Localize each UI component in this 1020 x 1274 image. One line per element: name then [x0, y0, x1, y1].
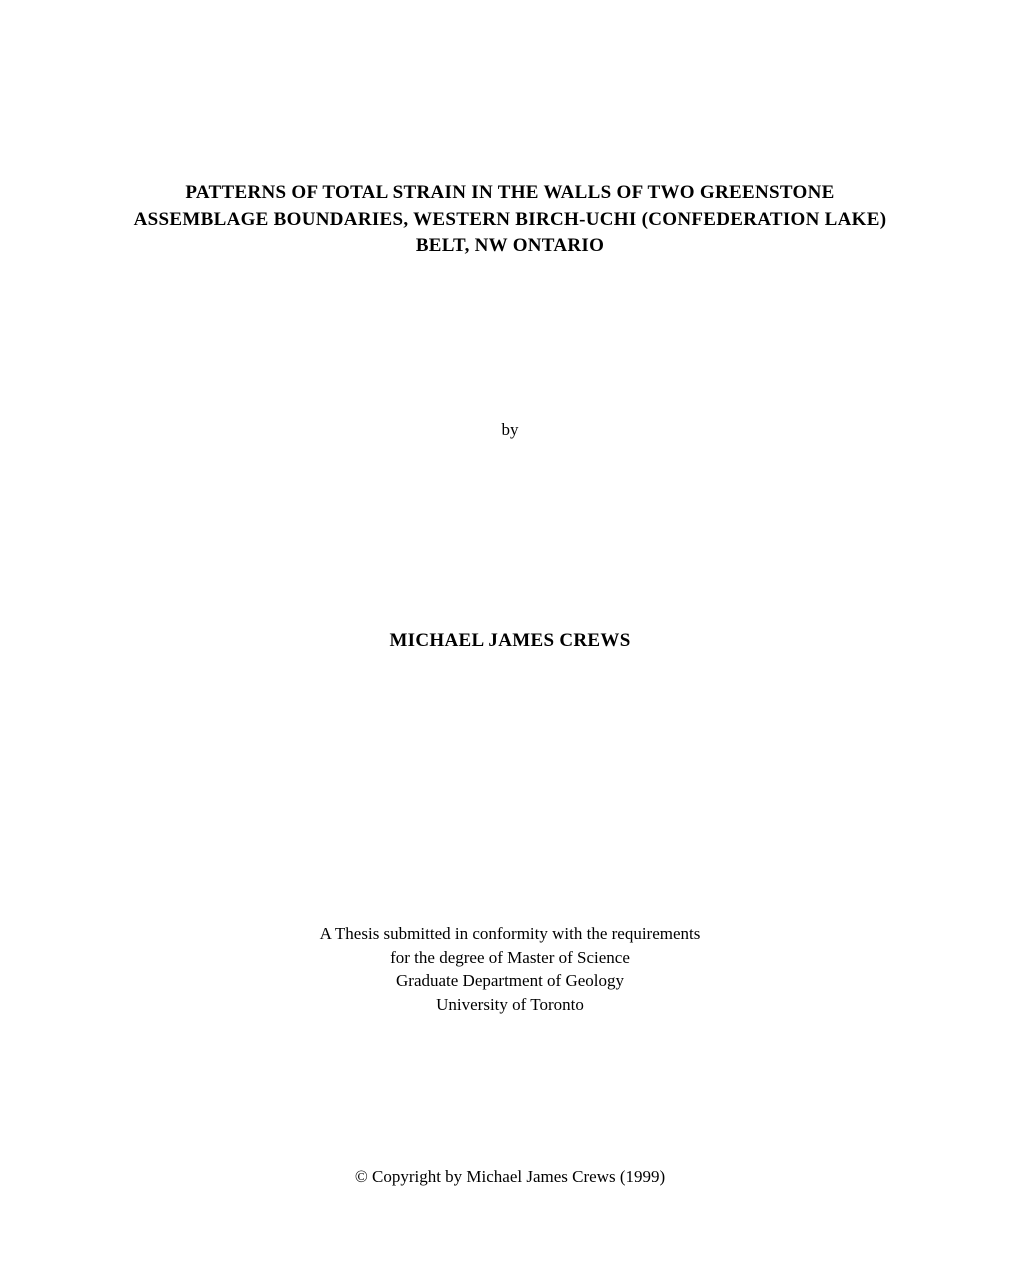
- copyright-notice: © Copyright by Michael James Crews (1999…: [120, 1167, 900, 1187]
- thesis-line-2: for the degree of Master of Science: [390, 948, 630, 967]
- title-line-1: PATTERNS OF TOTAL STRAIN IN THE WALLS OF…: [185, 182, 834, 203]
- title-line-3: BELT, NW ONTARIO: [416, 235, 604, 256]
- title-page: PATTERNS OF TOTAL STRAIN IN THE WALLS OF…: [0, 0, 1020, 1247]
- thesis-line-1: A Thesis submitted in conformity with th…: [320, 924, 701, 943]
- thesis-line-3: Graduate Department of Geology: [396, 971, 624, 990]
- title-line-2: ASSEMBLAGE BOUNDARIES, WESTERN BIRCH-UCH…: [134, 209, 887, 230]
- author-name: MICHAEL JAMES CREWS: [120, 630, 900, 652]
- by-label: by: [120, 420, 900, 440]
- thesis-submission-info: A Thesis submitted in conformity with th…: [120, 922, 900, 1017]
- thesis-line-4: University of Toronto: [436, 995, 584, 1014]
- thesis-title: PATTERNS OF TOTAL STRAIN IN THE WALLS OF…: [120, 180, 900, 260]
